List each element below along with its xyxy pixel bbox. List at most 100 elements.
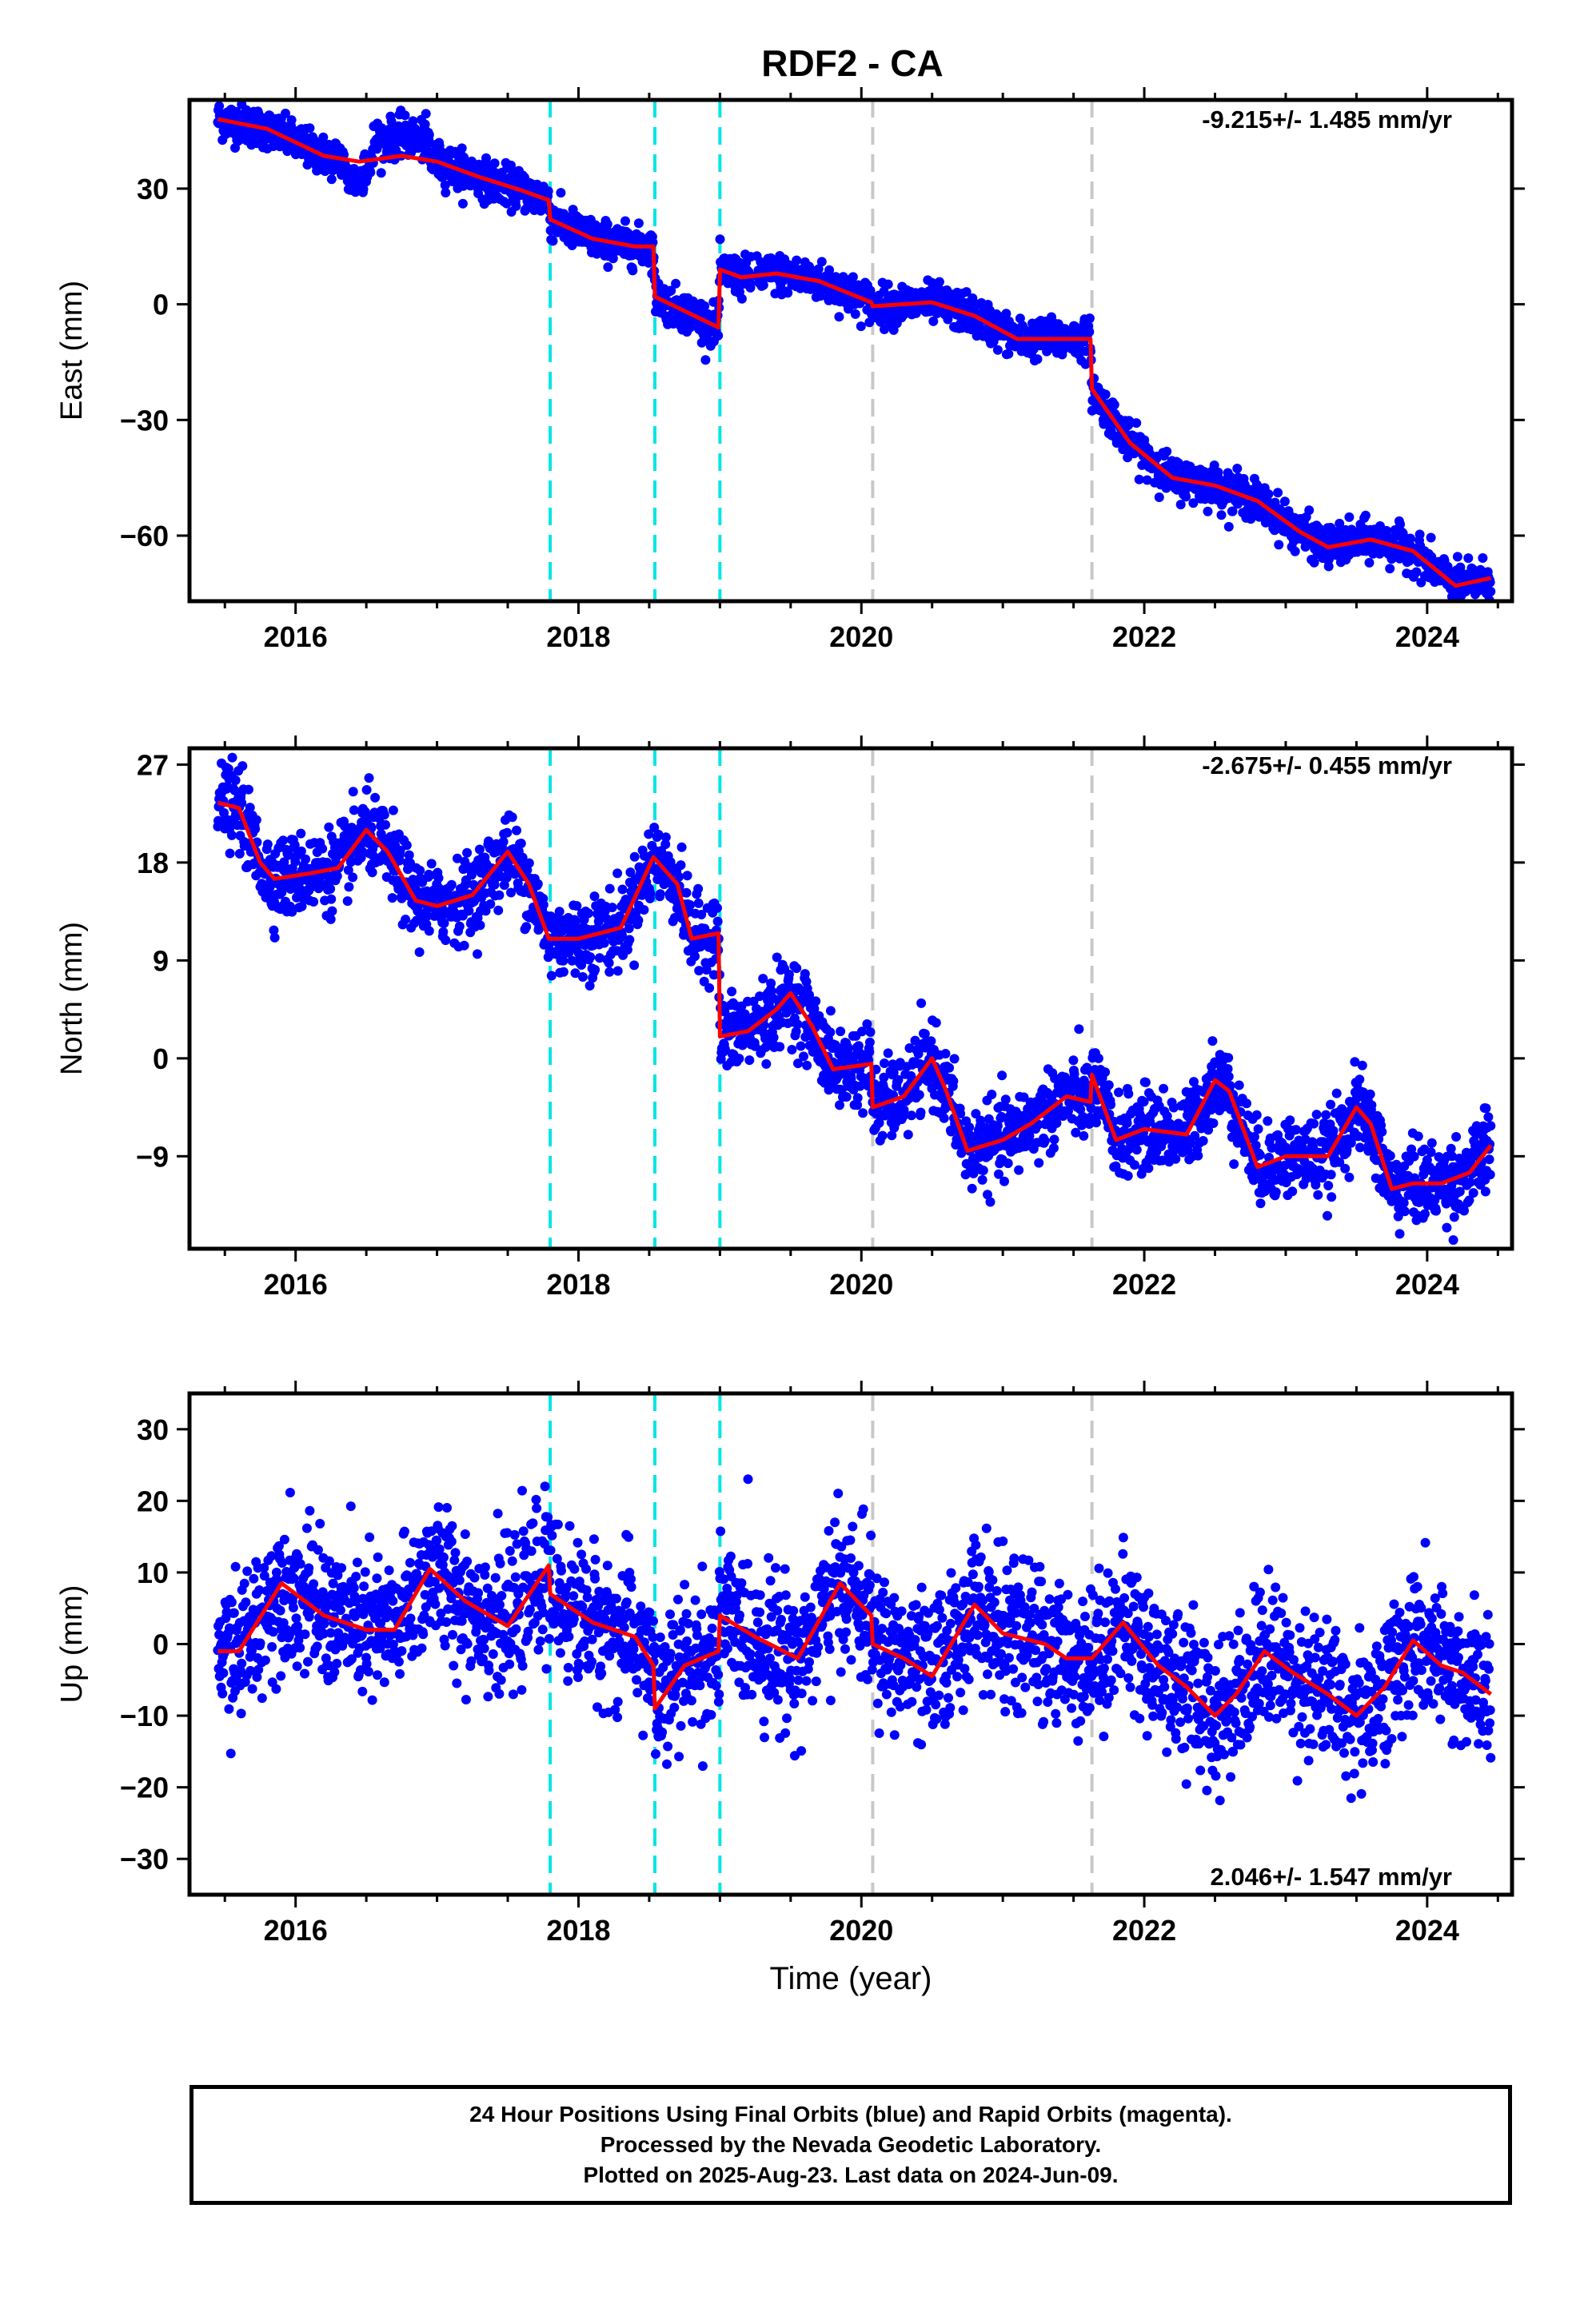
north-data-point xyxy=(402,840,412,850)
north-data-point xyxy=(1091,1118,1101,1127)
north-data-point xyxy=(878,1131,888,1141)
north-data-point xyxy=(775,1042,784,1051)
north-data-point xyxy=(1207,1036,1217,1046)
north-data-point xyxy=(685,900,695,910)
north-data-point xyxy=(683,871,692,880)
east-data-point xyxy=(1217,510,1227,520)
north-data-point xyxy=(1235,1081,1244,1090)
east-data-point xyxy=(834,312,844,321)
north-data-point xyxy=(1209,1118,1219,1128)
north-data-point xyxy=(1132,1145,1142,1154)
north-data-point xyxy=(613,967,623,976)
east-data-point xyxy=(1406,534,1415,544)
east-data-point xyxy=(603,220,612,229)
north-data-point xyxy=(460,941,469,951)
east-data-point xyxy=(716,234,725,244)
north-data-point xyxy=(455,922,465,931)
north-data-point xyxy=(630,852,640,862)
north-data-point xyxy=(950,1054,960,1063)
north-data-point xyxy=(656,889,665,899)
east-data-point xyxy=(1385,564,1394,573)
north-data-point xyxy=(278,835,288,845)
north-data-point xyxy=(999,1177,1009,1186)
east-data-point xyxy=(817,257,827,266)
north-data-point xyxy=(475,845,485,855)
north-data-point xyxy=(381,820,390,830)
north-data-point xyxy=(327,907,337,916)
north-data-point xyxy=(1003,1158,1013,1168)
north-data-point xyxy=(629,960,639,970)
north-data-point xyxy=(494,891,504,900)
north-data-point xyxy=(309,897,318,907)
east-data-point xyxy=(490,158,500,168)
east-data-point xyxy=(457,143,467,153)
east-data-point xyxy=(737,294,747,304)
north-data-point xyxy=(676,860,686,870)
north-data-point xyxy=(325,884,335,894)
north-data-point xyxy=(521,922,531,931)
north-data-point xyxy=(646,889,656,899)
east-x-tick-label: 2020 xyxy=(829,620,893,653)
east-y-tick-label: −60 xyxy=(120,520,169,552)
north-data-point xyxy=(964,1122,974,1132)
east-data-point xyxy=(1033,354,1043,364)
north-data-point xyxy=(555,907,565,916)
north-data-point xyxy=(438,927,448,937)
east-data-point xyxy=(377,168,386,177)
north-data-point xyxy=(370,793,380,803)
east-data-point xyxy=(1110,400,1119,409)
east-data-point xyxy=(993,345,1003,355)
north-data-point xyxy=(434,873,444,883)
north-data-point xyxy=(1106,1100,1115,1110)
east-x-tick-label: 2016 xyxy=(264,620,328,653)
north-data-point xyxy=(836,1026,845,1036)
north-data-point xyxy=(968,1184,977,1194)
east-y-tick-label: 30 xyxy=(137,173,169,205)
north-data-point xyxy=(348,872,357,882)
east-data-point xyxy=(365,168,375,177)
east-data-point xyxy=(1344,512,1354,522)
north-data-point xyxy=(727,987,736,996)
east-data-point xyxy=(544,186,553,196)
north-data-point xyxy=(324,823,333,832)
north-data-point xyxy=(1049,1143,1059,1153)
north-data-point xyxy=(1094,1054,1103,1063)
east-data-point xyxy=(511,201,521,211)
east-data-point xyxy=(1291,547,1300,556)
north-data-point xyxy=(349,787,358,796)
north-data-point xyxy=(585,952,595,962)
north-data-point xyxy=(525,859,534,868)
north-data-point xyxy=(447,880,457,890)
north-data-point xyxy=(508,812,517,822)
north-data-point xyxy=(427,859,437,868)
north-data-point xyxy=(252,815,261,825)
north-data-point xyxy=(362,785,372,795)
north-data-point xyxy=(661,832,671,842)
north-data-point xyxy=(835,1100,844,1110)
north-data-point xyxy=(792,963,801,973)
north-data-point xyxy=(1079,1131,1088,1141)
north-data-point xyxy=(1242,1098,1251,1108)
north-data-point xyxy=(263,839,273,849)
north-data-point xyxy=(228,753,237,763)
east-data-point xyxy=(401,110,410,120)
north-data-point xyxy=(485,899,495,909)
east-y-tick-label: 0 xyxy=(153,289,169,321)
north-data-point xyxy=(884,1048,893,1058)
north-data-point xyxy=(244,785,253,795)
north-data-point xyxy=(578,972,588,982)
north-data-point xyxy=(301,855,310,864)
north-data-point xyxy=(1224,1072,1234,1082)
north-data-point xyxy=(584,908,593,918)
east-data-point xyxy=(1395,520,1405,529)
north-data-point xyxy=(600,939,609,948)
north-data-point xyxy=(769,1033,779,1042)
north-data-point xyxy=(677,843,687,852)
north-data-point xyxy=(787,1045,796,1054)
north-data-point xyxy=(624,923,634,933)
east-data-point xyxy=(1101,389,1111,399)
north-data-point xyxy=(425,927,434,936)
north-data-point xyxy=(948,1076,958,1086)
north-data-point xyxy=(365,773,374,783)
north-data-point xyxy=(1040,1136,1050,1146)
